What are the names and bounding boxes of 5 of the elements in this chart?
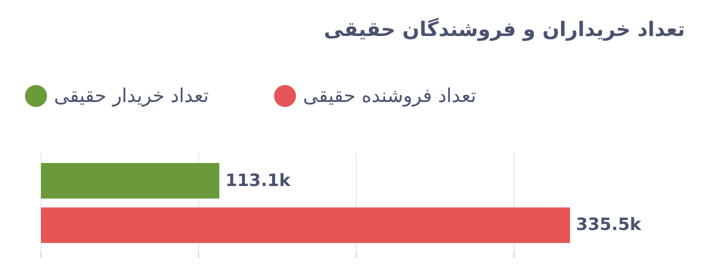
legend-label: تعداد خریدار حقیقی bbox=[54, 85, 209, 107]
legend-label: تعداد فروشنده حقیقی bbox=[303, 85, 476, 107]
chart-title: تعداد خریداران و فروشندگان حقیقی bbox=[324, 17, 685, 41]
data-label: 335.5k bbox=[576, 215, 642, 236]
data-label: 113.1k bbox=[225, 170, 292, 191]
